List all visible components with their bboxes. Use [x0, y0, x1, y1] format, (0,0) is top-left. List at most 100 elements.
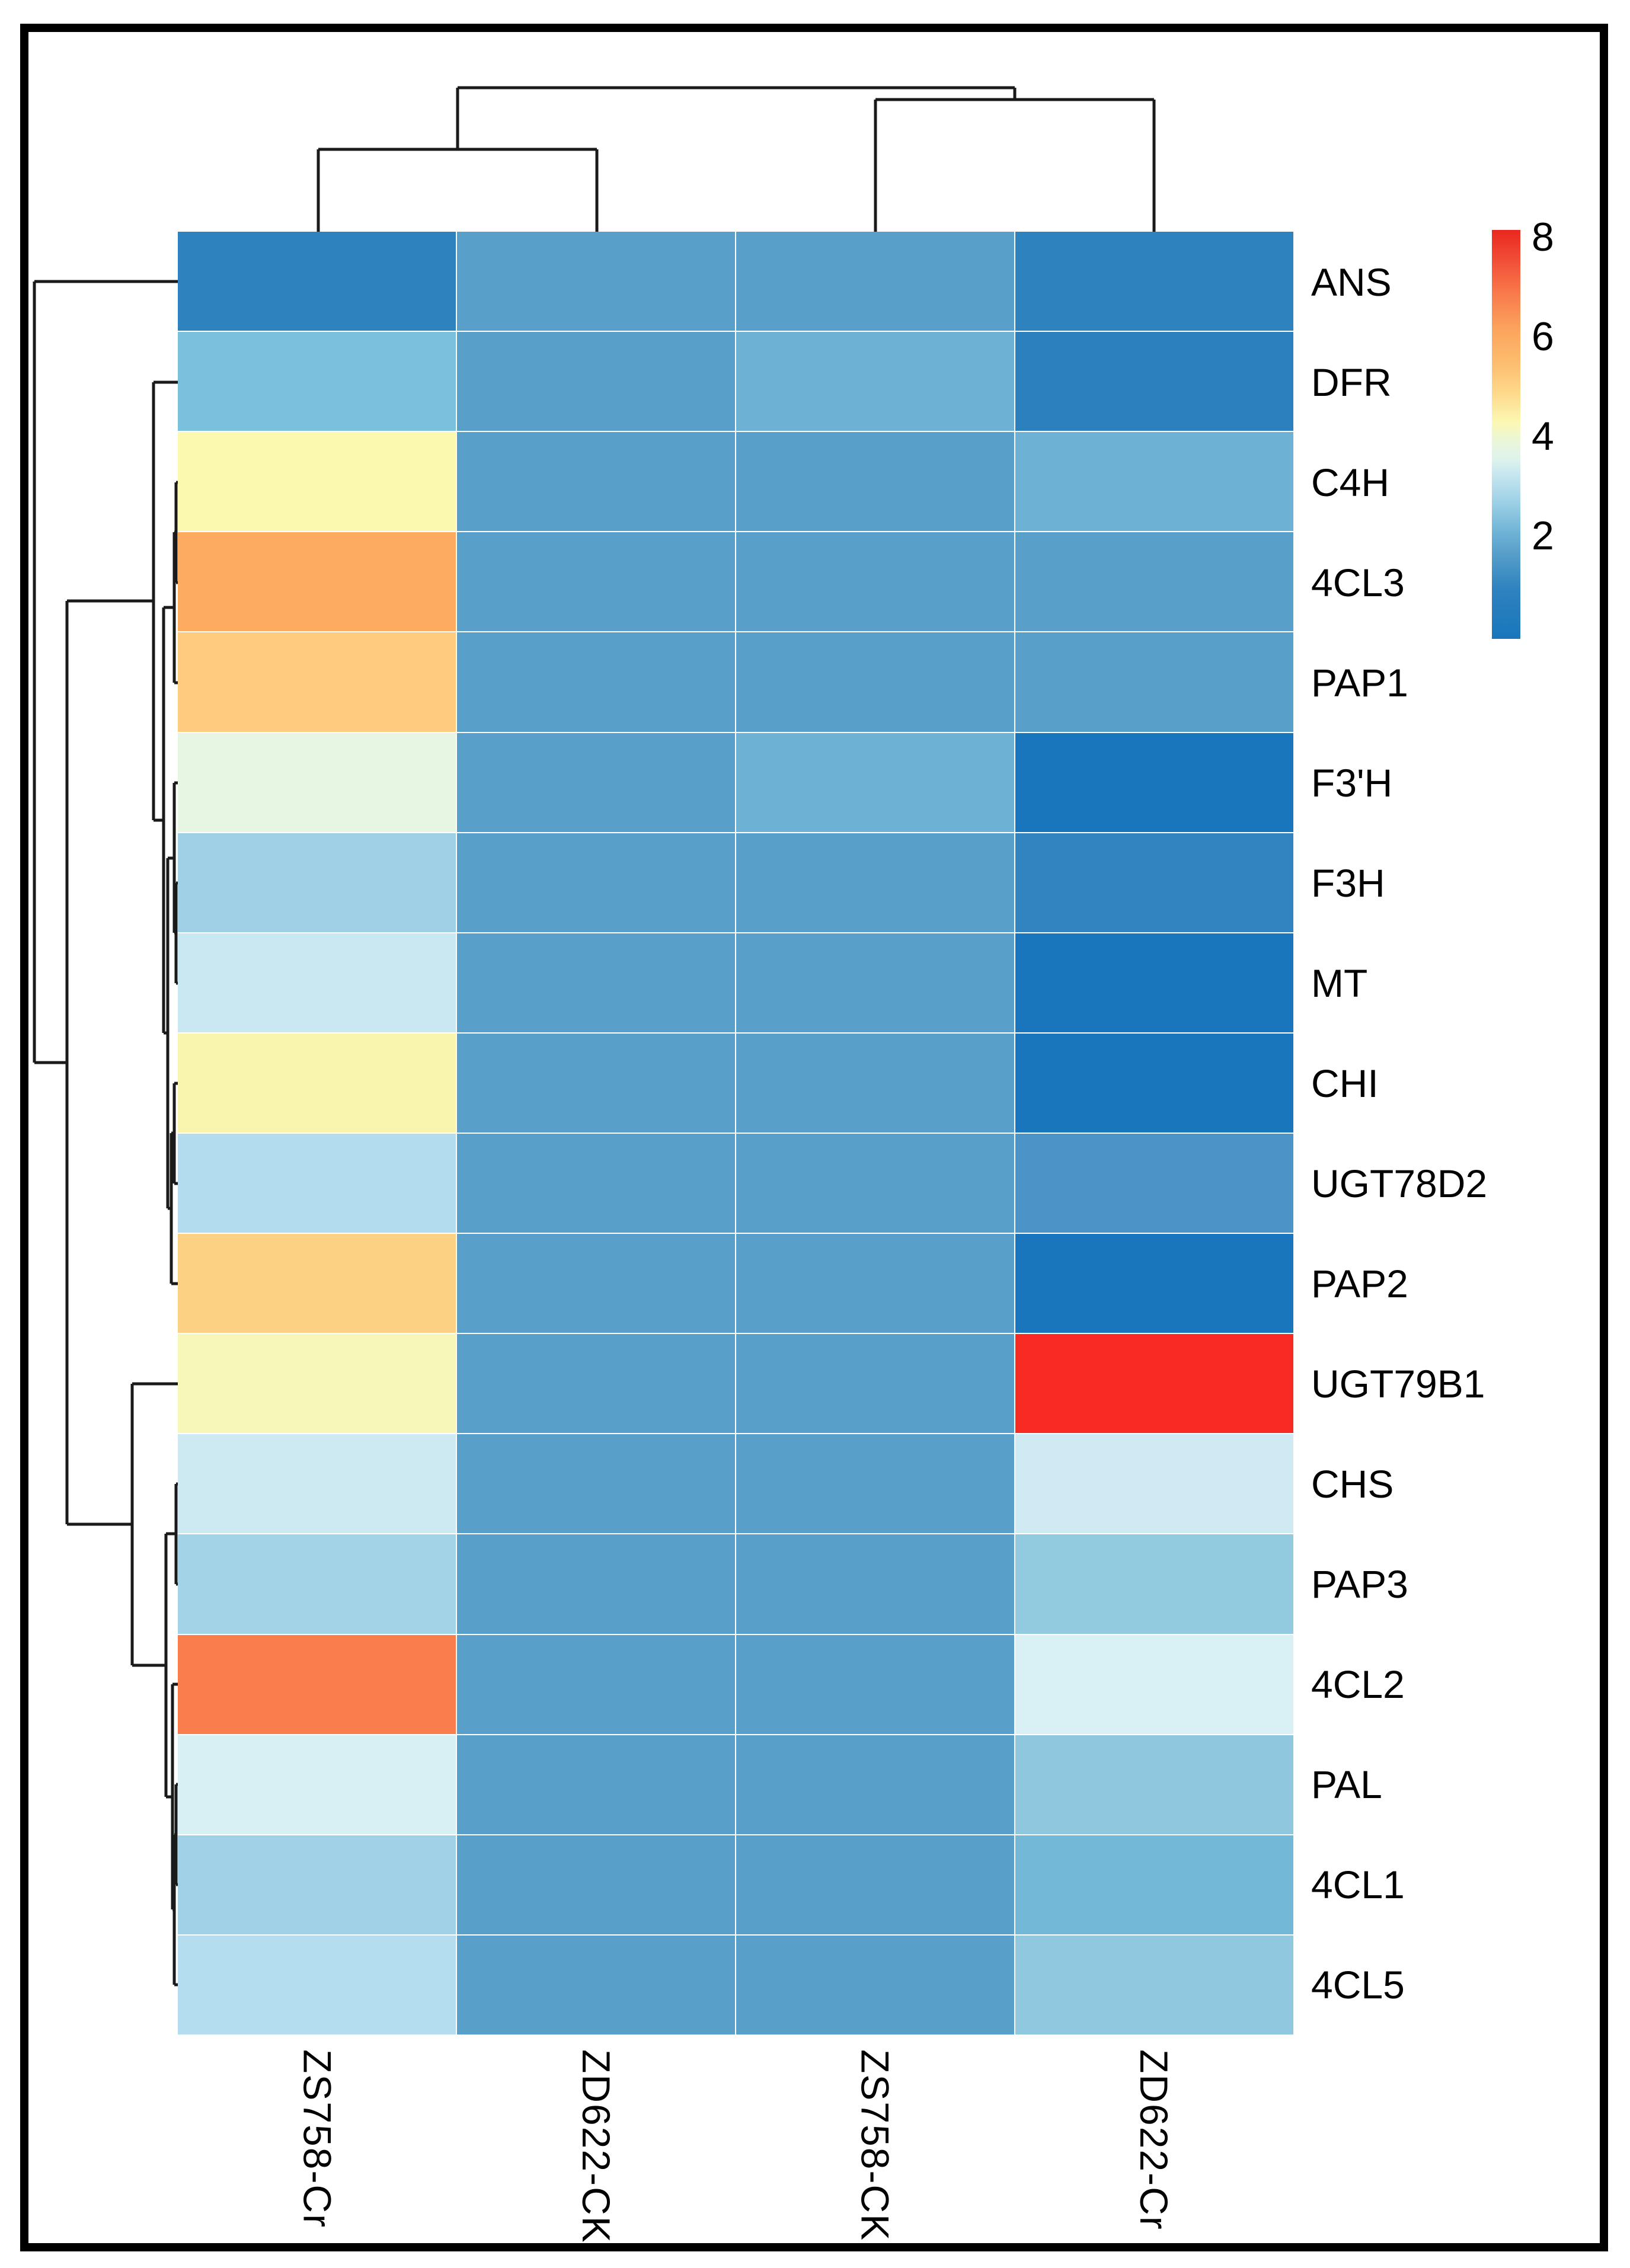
heatmap-cell — [457, 1935, 735, 2035]
row-label: PAP2 — [1311, 1261, 1408, 1306]
heatmap-cell — [736, 1634, 1014, 1734]
heatmap-cell — [178, 1935, 456, 2035]
heatmap-cell — [457, 632, 735, 732]
heatmap-cell — [1015, 1735, 1293, 1834]
heatmap-cell — [178, 1835, 456, 1934]
heatmap-cell — [178, 732, 456, 832]
row-label: F3H — [1311, 861, 1385, 905]
row-label: PAL — [1311, 1762, 1382, 1806]
row-label: 4CL5 — [1311, 1962, 1405, 2007]
heatmap-cell — [457, 1634, 735, 1734]
row-label: C4H — [1311, 460, 1390, 504]
heatmap-cell — [178, 1033, 456, 1133]
heatmap-cell — [457, 1735, 735, 1834]
heatmap-cell — [736, 1234, 1014, 1333]
row-label: 4CL3 — [1311, 560, 1405, 604]
row-label: UGT78D2 — [1311, 1161, 1488, 1205]
legend-tick-label: 4 — [1532, 414, 1554, 459]
row-label: 4CL1 — [1311, 1862, 1405, 1906]
heatmap-cell — [178, 933, 456, 1032]
heatmap-cell — [736, 1134, 1014, 1233]
heatmap-cell — [457, 732, 735, 832]
column-label-text: ZS758-Cr — [295, 2049, 340, 2229]
heatmap-cell — [1015, 1835, 1293, 1934]
heatmap-cell — [736, 1334, 1014, 1434]
column-label: ZS758-Cr — [178, 2049, 457, 2244]
column-label: ZD622-Cr — [1015, 2049, 1294, 2244]
heatmap-cell — [1015, 1334, 1293, 1434]
heatmap-cell — [457, 1134, 735, 1233]
heatmap-cell — [178, 1534, 456, 1634]
heatmap-cell — [736, 532, 1014, 632]
heatmap-cell — [1015, 1935, 1293, 2035]
heatmap-cell — [1015, 1234, 1293, 1333]
heatmap-cell — [178, 1334, 456, 1434]
legend-tick-label: 2 — [1532, 513, 1554, 558]
row-label: 4CL2 — [1311, 1662, 1405, 1706]
heatmap-cell — [1015, 1534, 1293, 1634]
legend-tick-label: 8 — [1532, 215, 1554, 260]
heatmap-cell — [736, 632, 1014, 732]
row-labels: ANS DFR C4H 4CL3 PAP1 F3'H F3H MT CHI UGT78D2 PAP2… — [1311, 232, 1487, 2035]
heatmap-cell — [736, 1434, 1014, 1534]
legend-colorbar — [1492, 230, 1520, 639]
column-label-text: ZD622-Cr — [1132, 2049, 1176, 2231]
heatmap-cell — [457, 1434, 735, 1534]
heatmap-cell — [1015, 632, 1293, 732]
figure-border — [20, 24, 1608, 2251]
heatmap-cell — [1015, 332, 1293, 431]
heatmap-cell — [1015, 532, 1293, 632]
heatmap-cell — [457, 532, 735, 632]
heatmap-cell — [1015, 1134, 1293, 1233]
heatmap-cell — [178, 532, 456, 632]
heatmap-cell — [178, 432, 456, 532]
heatmap-cell — [457, 432, 735, 532]
heatmap-cell — [1015, 432, 1293, 532]
heatmap-cell — [457, 332, 735, 431]
heatmap-cell — [457, 1234, 735, 1333]
row-label: DFR — [1311, 360, 1392, 404]
heatmap-cell — [736, 732, 1014, 832]
heatmap-cell — [178, 1234, 456, 1333]
heatmap-cell — [457, 1334, 735, 1434]
row-label: UGT79B1 — [1311, 1361, 1485, 1406]
heatmap-cell — [1015, 732, 1293, 832]
row-label: CHI — [1311, 1061, 1379, 1105]
row-label: F3'H — [1311, 760, 1393, 805]
heatmap-cell — [457, 1534, 735, 1634]
heatmap-cell — [1015, 1634, 1293, 1734]
heatmap-cell — [457, 1033, 735, 1133]
heatmap-cell — [736, 332, 1014, 431]
column-label: ZS758-CK — [736, 2049, 1015, 2244]
row-label: MT — [1311, 961, 1368, 1005]
heatmap-cell — [1015, 833, 1293, 932]
heatmap-cell — [736, 933, 1014, 1032]
heatmap-cell — [736, 432, 1014, 532]
heatmap-cell — [178, 332, 456, 431]
heatmap-cell — [736, 1935, 1014, 2035]
heatmap-cell — [457, 1835, 735, 1934]
legend-tick-label: 6 — [1532, 314, 1554, 359]
heatmap-cell — [1015, 232, 1293, 331]
column-label-text: ZS758-CK — [853, 2049, 897, 2242]
heatmap-cell — [457, 232, 735, 331]
heatmap-cell — [1015, 1434, 1293, 1534]
heatmap-cell — [457, 933, 735, 1032]
heatmap-cell — [1015, 1033, 1293, 1133]
row-label: PAP3 — [1311, 1562, 1408, 1606]
heatmap-cell — [736, 1735, 1014, 1834]
column-label: ZD622-CK — [457, 2049, 736, 2244]
heatmap-cell — [178, 1434, 456, 1534]
row-label: PAP1 — [1311, 660, 1408, 705]
heatmap-cell — [178, 1735, 456, 1834]
heatmap-cell — [1015, 933, 1293, 1032]
row-label: CHS — [1311, 1461, 1394, 1506]
column-label-text: ZD622-CK — [574, 2049, 618, 2244]
heatmap-cell — [178, 1634, 456, 1734]
heatmap-grid — [178, 232, 1293, 2035]
heatmap-cell — [178, 1134, 456, 1233]
heatmap-cell — [736, 1534, 1014, 1634]
column-labels: ZS758-Cr ZD622-CK ZS758-CK ZD622-Cr — [178, 2049, 1293, 2244]
